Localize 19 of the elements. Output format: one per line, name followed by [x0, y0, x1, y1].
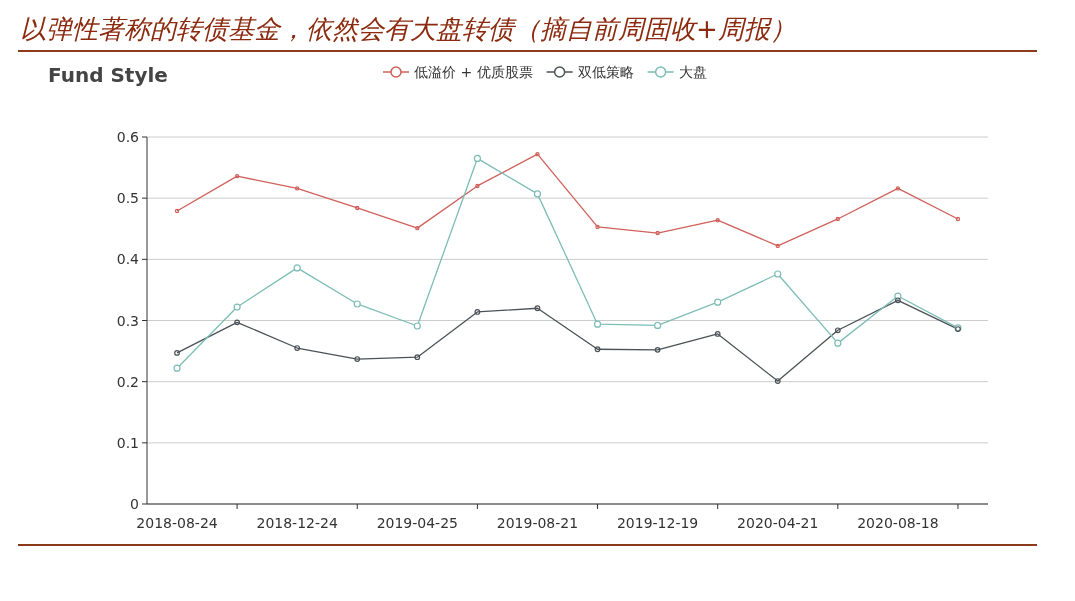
- legend-label: 双低策略: [577, 64, 634, 80]
- y-tick-label: 0: [130, 496, 139, 512]
- legend-label: 低溢价 + 优质股票: [414, 64, 533, 80]
- x-tick-label: 2019-12-19: [616, 515, 699, 531]
- y-tick-label: 0.6: [116, 129, 140, 145]
- y-tick-label: 0.1: [116, 434, 139, 451]
- x-tick-label: 2020-08-18: [857, 515, 939, 531]
- chart-title: 以弹性著称的转债基金，依然会有大盘转债（摘自前周固收+周报）: [20, 14, 796, 44]
- x-tick-label: 2019-04-25: [376, 515, 459, 531]
- x-tick-label: 2018-08-24: [136, 515, 218, 531]
- y-tick-label: 0.4: [116, 251, 140, 268]
- x-tick-label: 2018-12-24: [256, 515, 338, 531]
- y-tick-label: 0.5: [116, 190, 139, 207]
- chart-subtitle: Fund Style: [48, 63, 168, 87]
- x-tick-label: 2020-04-21: [737, 515, 819, 531]
- x-tick-label: 2019-08-21: [496, 515, 579, 531]
- y-tick-label: 0.2: [116, 373, 139, 390]
- y-tick-label: 0.3: [116, 312, 139, 329]
- legend-label: 大盘: [678, 64, 707, 80]
